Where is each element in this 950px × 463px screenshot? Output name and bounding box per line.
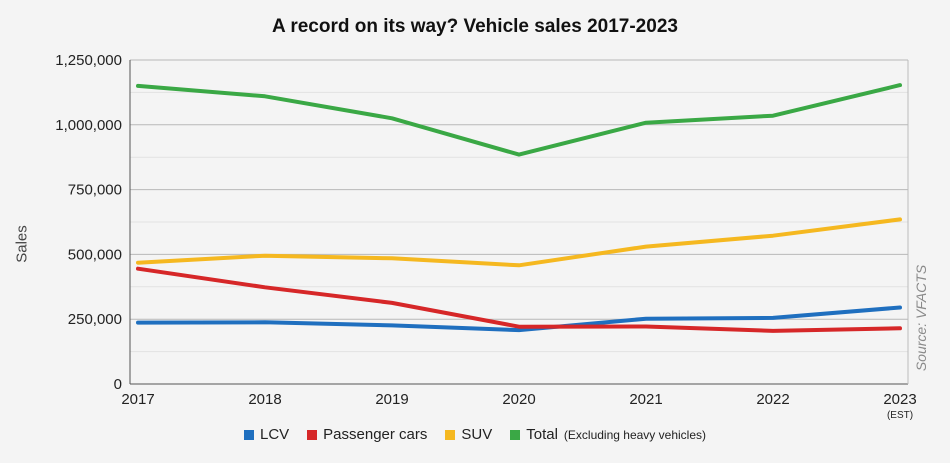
legend-item-passenger-cars: Passenger cars [307,426,427,443]
legend-item-total: Total (Excluding heavy vehicles) [510,426,706,443]
x-tick-label: 2019 [375,391,408,408]
y-tick-label: 750,000 [68,182,122,199]
legend-item-lcv: LCV [243,426,290,443]
legend: LCV Passenger cars SUV Total (Excluding … [0,426,950,443]
x-tick-label: 2022 [756,391,789,408]
y-tick-label: 250,000 [68,311,122,328]
x-tick-label: 2017 [121,391,154,408]
legend-swatch-suv [445,429,456,440]
x-tick-label: 2018 [248,391,281,408]
legend-swatch-passenger-cars [307,429,318,440]
y-tick-label: 1,250,000 [55,52,122,69]
legend-label-passenger-cars: Passenger cars [323,426,428,443]
legend-swatch-lcv [243,429,254,440]
x-tick-label: 2023 [883,391,916,408]
y-tick-label: 0 [114,376,122,393]
x-tick-label: 2021 [629,391,662,408]
legend-label-lcv: LCV [259,426,290,443]
y-tick-label: 500,000 [68,246,122,263]
chart-title: A record on its way? Vehicle sales 2017-… [272,16,678,37]
legend-swatch-total [510,429,521,440]
x-tick-label: 2020 [502,391,535,408]
x-tick-note: (EST) [887,410,913,421]
y-tick-label: 1,000,000 [55,117,122,134]
legend-note-total: (Excluding heavy vehicles) [563,427,706,442]
legend-label-total: Total [526,426,558,443]
legend-item-suv: SUV [445,426,492,443]
legend-label-suv: SUV [461,426,493,443]
